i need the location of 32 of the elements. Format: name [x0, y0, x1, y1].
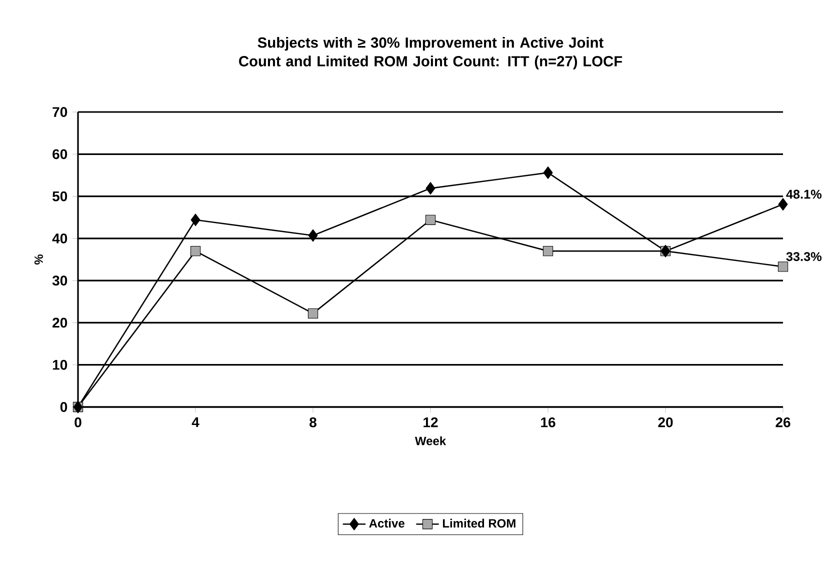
point — [190, 214, 200, 226]
y-tick-label: 40 — [52, 233, 68, 244]
x-tick-label: 20 — [658, 417, 673, 428]
y-tick-label: 20 — [52, 318, 68, 328]
y-tick-label: 70 — [52, 107, 68, 117]
legend-label: Active — [369, 518, 404, 528]
point — [308, 229, 318, 242]
point — [190, 246, 201, 256]
y-tick-label: 0 — [60, 402, 68, 412]
point — [308, 308, 318, 319]
data-label: 48.1% — [786, 190, 822, 199]
y-axis-title: % — [34, 254, 43, 265]
y-tick-label: 60 — [52, 149, 68, 160]
x-tick-label: 0 — [74, 417, 82, 428]
point — [543, 166, 553, 179]
point — [778, 198, 788, 211]
chart-title: Subjects with ≥ 30% Improvement in Active Joint Count and Limited ROM Joint Count: ITT (n=27) LOCF — [239, 37, 622, 70]
y-tick-label: 30 — [52, 276, 68, 286]
data-label: 33.3% — [786, 252, 822, 262]
point — [426, 182, 436, 195]
point — [425, 214, 436, 225]
x-tick-label: 12 — [424, 417, 438, 428]
x-axis-title: Week — [414, 436, 446, 446]
y-tick-label: 50 — [52, 191, 68, 202]
y-tick-label: 10 — [52, 360, 68, 370]
x-tick-label: 8 — [310, 417, 316, 428]
x-tick-label: 16 — [541, 417, 556, 428]
point — [542, 246, 554, 256]
point — [778, 262, 788, 272]
legend-label: Limited ROM — [442, 518, 516, 528]
x-tick-label: 4 — [192, 417, 200, 427]
x-tick-label: 26 — [776, 417, 790, 428]
